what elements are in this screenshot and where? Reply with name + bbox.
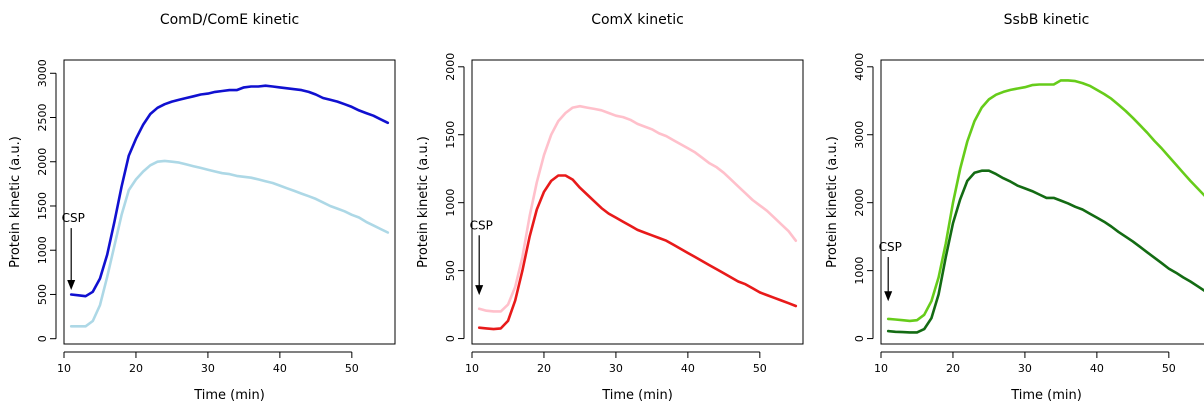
chart-title: ComD/ComE kinetic	[160, 12, 299, 28]
x-axis-label: Time (min)	[193, 388, 265, 403]
chart-title: ComX kinetic	[591, 12, 684, 28]
x-tick-label: 50	[1162, 362, 1176, 375]
y-tick-label: 3000	[36, 59, 49, 87]
y-tick-label: 500	[444, 260, 457, 281]
series-line-1	[477, 174, 798, 331]
y-tick-label: 0	[36, 335, 49, 342]
y-tick-label: 2500	[36, 104, 49, 132]
y-tick-label: 4000	[853, 53, 866, 81]
x-tick-label: 10	[57, 362, 71, 375]
x-tick-label: 10	[874, 362, 888, 375]
plot-frame	[63, 59, 396, 345]
y-axis-label: Protein kinetic (a.u.)	[8, 136, 23, 268]
plot-frame	[880, 59, 1204, 345]
y-tick-label: 500	[36, 284, 49, 305]
x-tick-label: 50	[345, 362, 359, 375]
y-tick-label: 2000	[444, 53, 457, 81]
x-tick-label: 40	[1090, 362, 1104, 375]
x-axis-label: Time (min)	[601, 388, 673, 403]
x-tick-label: 40	[681, 362, 695, 375]
series-line-0	[886, 79, 1204, 323]
x-tick-label: 20	[537, 362, 551, 375]
series-line-1	[886, 169, 1204, 334]
x-tick-label: 30	[1018, 362, 1032, 375]
csp-arrow-head	[67, 280, 76, 291]
y-tick-label: 1000	[853, 257, 866, 285]
plot-frame	[471, 59, 804, 345]
csp-arrow-head	[475, 285, 484, 296]
x-tick-label: 20	[946, 362, 960, 375]
series-line-0	[69, 84, 390, 298]
y-tick-label: 1500	[36, 192, 49, 220]
y-tick-label: 0	[853, 335, 866, 342]
y-tick-label: 0	[444, 335, 457, 342]
x-tick-label: 30	[609, 362, 623, 375]
x-axis-label: Time (min)	[1010, 388, 1082, 403]
series-line-1	[69, 159, 390, 328]
x-tick-label: 20	[129, 362, 143, 375]
y-tick-label: 2000	[36, 148, 49, 176]
y-tick-label: 1000	[36, 236, 49, 264]
y-axis-label: Protein kinetic (a.u.)	[825, 136, 840, 268]
x-tick-label: 30	[201, 362, 215, 375]
y-tick-label: 1000	[444, 189, 457, 217]
csp-annotation-label: CSP	[62, 211, 85, 225]
y-tick-label: 1500	[444, 121, 457, 149]
panel-ssbb: SsbB kinetic 10 20 30 40 50 0 1000 2000 3000 4000 T…	[825, 12, 1204, 403]
x-tick-label: 50	[753, 362, 767, 375]
x-tick-label: 10	[465, 362, 479, 375]
x-tick-label: 40	[273, 362, 287, 375]
chart-title: SsbB kinetic	[1004, 12, 1090, 28]
series-line-0	[477, 104, 798, 313]
csp-annotation-label: CSP	[879, 240, 902, 254]
y-tick-label: 3000	[853, 121, 866, 149]
y-axis-label: Protein kinetic (a.u.)	[416, 136, 431, 268]
csp-arrow-head	[884, 291, 893, 302]
y-tick-label: 2000	[853, 189, 866, 217]
csp-annotation-label: CSP	[470, 218, 493, 232]
